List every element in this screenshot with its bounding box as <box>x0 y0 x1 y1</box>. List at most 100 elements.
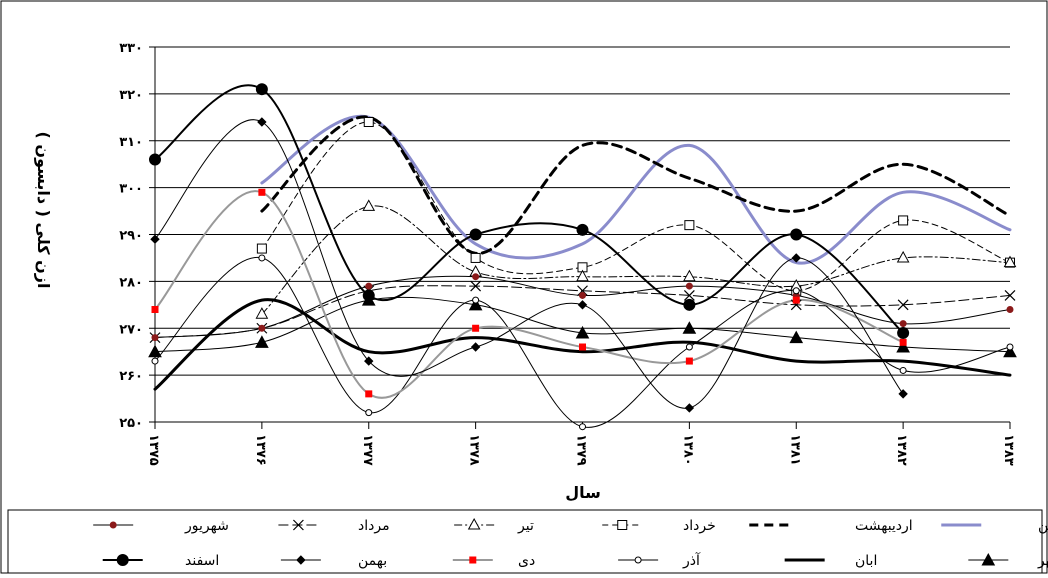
data-point <box>151 357 159 365</box>
data-point <box>790 228 803 241</box>
y-tick-label: ۳۰۰ <box>119 182 143 197</box>
series-line-11 <box>154 84 905 334</box>
data-point <box>684 220 695 231</box>
x-tick-label: ۱۳۸۳ <box>1001 434 1016 466</box>
data-point <box>683 298 696 311</box>
data-point <box>579 423 586 431</box>
legend-marker <box>617 520 628 530</box>
data-point <box>150 234 160 244</box>
x-tick-label: ۱۳۸۲ <box>894 434 909 466</box>
legend-label: مرداد <box>358 518 390 534</box>
legend-label: بهمن <box>358 553 387 569</box>
x-axis-title: سال <box>565 483 601 502</box>
data-point <box>256 243 267 254</box>
data-point <box>685 357 693 365</box>
legend-item: دى <box>452 553 535 569</box>
data-point <box>258 188 266 196</box>
data-point <box>579 343 586 351</box>
y-tick-label: ۳۲۰ <box>119 88 143 103</box>
data-point <box>576 223 589 236</box>
data-point <box>363 117 374 127</box>
legend-marker <box>981 552 996 566</box>
x-tick-label: ۱۳۸۰ <box>680 434 695 466</box>
data-point <box>258 254 266 262</box>
series-line-1 <box>260 115 1012 255</box>
y-tick-label: ۲۹۰ <box>119 229 143 244</box>
data-point <box>469 228 482 241</box>
data-point <box>472 324 480 332</box>
data-point <box>472 296 480 304</box>
data-point <box>791 253 801 263</box>
legend-marker <box>467 517 481 530</box>
data-point <box>362 199 376 211</box>
data-point <box>470 280 482 292</box>
data-point <box>899 338 907 346</box>
legend-item: مرداد <box>278 518 390 534</box>
legend-label: تير <box>517 518 534 534</box>
data-point <box>789 330 804 344</box>
data-point <box>683 269 696 282</box>
y-tick-label: ۲۵۰ <box>119 416 143 431</box>
data-point <box>151 334 159 342</box>
x-tick-label: ۱۳۷۶ <box>253 434 268 466</box>
data-point <box>255 307 269 319</box>
data-point <box>365 282 373 290</box>
legend: فروردين ارديبهشت خرداد تير مرداد شهريور مهر ابا… <box>93 517 1048 569</box>
legend-label: آذر <box>682 552 701 569</box>
series-line-3 <box>261 205 1011 315</box>
data-point <box>576 269 589 282</box>
legend-item: خرداد <box>602 518 716 534</box>
data-point <box>577 285 588 297</box>
data-point <box>896 250 910 263</box>
x-tick-label: ۱۳۷۹ <box>574 434 589 466</box>
data-point <box>470 342 481 352</box>
data-point <box>897 326 910 339</box>
legend-label: اسفند <box>185 553 219 569</box>
data-point <box>148 344 162 358</box>
data-point <box>685 282 693 290</box>
data-point <box>579 291 586 299</box>
x-tick-label: ۱۳۷۸ <box>467 434 482 466</box>
legend-marker <box>296 555 306 565</box>
data-point <box>362 289 375 302</box>
data-point <box>468 297 483 311</box>
data-point <box>684 403 695 413</box>
legend-marker <box>109 521 117 529</box>
y-tick-label: ۳۱۰ <box>119 135 143 150</box>
data-point <box>896 339 910 353</box>
data-point <box>149 153 161 166</box>
legend-marker <box>116 554 129 566</box>
y-tick-label: ۲۷۰ <box>119 322 143 337</box>
legend-item: آذر <box>618 552 701 569</box>
data-point <box>898 215 909 226</box>
data-point <box>1003 255 1017 268</box>
y-tick-label: ۲۶۰ <box>119 369 143 384</box>
legend-marker <box>292 519 304 531</box>
data-point <box>365 409 373 417</box>
y-axis-title: ازن كلى ( دابسون ) <box>34 132 53 289</box>
data-point <box>575 325 590 339</box>
legend-label: دى <box>518 553 535 569</box>
legend-border <box>7 509 1043 574</box>
data-point <box>682 321 697 334</box>
legend-item: تير <box>454 517 534 534</box>
data-point <box>1004 290 1016 301</box>
legend-label: خرداد <box>683 518 716 534</box>
legend-marker <box>469 556 477 564</box>
x-tick-labels: ۱۳۷۵ ۱۳۷۶ ۱۳۷۷ ۱۳۷۸ ۱۳۷۹ ۱۳۸۰ ۱۳۸۱ ۱۳۸۲ ۱۳۸۳ <box>146 434 1016 466</box>
data-point <box>898 389 908 399</box>
data-point <box>151 306 159 313</box>
data-point <box>899 320 907 328</box>
data-point <box>257 117 267 127</box>
data-point <box>255 335 269 348</box>
x-tick-label: ۱۳۷۷ <box>360 434 375 466</box>
data-point <box>1003 344 1017 358</box>
legend-item: بهمن <box>280 553 387 569</box>
legend-item: اسفند <box>102 553 219 569</box>
data-point <box>364 356 374 366</box>
data-point <box>470 252 481 263</box>
data-point <box>792 287 800 295</box>
